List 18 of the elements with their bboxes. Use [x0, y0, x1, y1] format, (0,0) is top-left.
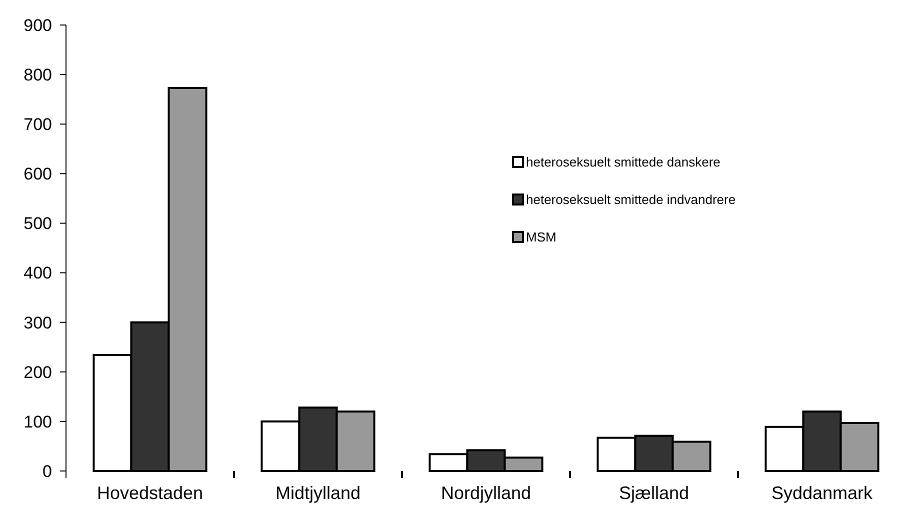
y-tick-label: 900	[24, 16, 52, 35]
y-tick-label: 0	[42, 462, 52, 481]
x-tick-label: Syddanmark	[771, 483, 874, 503]
y-tick-label: 600	[24, 164, 52, 184]
y-tick-label: 100	[24, 412, 52, 432]
legend-label: MSM	[526, 230, 556, 245]
y-tick-label: 400	[24, 264, 52, 283]
legend-label: heteroseksuelt smittede indvandrere	[526, 192, 736, 208]
y-tick-label: 500	[24, 214, 52, 234]
y-tick-label: 700	[24, 115, 52, 134]
legend-label: heteroseksuelt smittede danskere	[526, 154, 720, 170]
y-tick-label: 800	[24, 66, 52, 85]
x-tick-label: Midtjylland	[275, 483, 361, 503]
x-tick-label: Hovedstaden	[96, 483, 204, 503]
y-tick-label: 300	[24, 313, 52, 332]
x-tick-label: Sjælland	[618, 483, 690, 503]
y-tick-label: 200	[24, 362, 52, 382]
x-tick-label: Nordjylland	[440, 483, 532, 503]
